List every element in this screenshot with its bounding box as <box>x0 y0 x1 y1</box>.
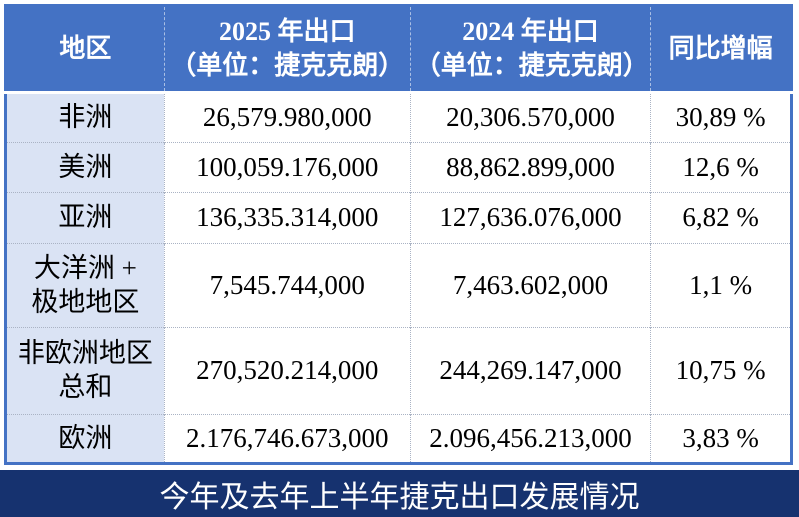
growth-cell: 3,83 % <box>650 414 792 464</box>
header-cell-region: 地区 <box>5 5 165 94</box>
header-row: 地区 2025 年出口 （单位：捷克克朗） 2024 年出口 （单位：捷克克朗）… <box>5 5 792 94</box>
table-header: 地区 2025 年出口 （单位：捷克克朗） 2024 年出口 （单位：捷克克朗）… <box>5 5 792 94</box>
export-2024-cell: 244,269.147,000 <box>409 327 651 415</box>
export-2024-cell: 20,306.570,000 <box>409 92 651 143</box>
export-2024-cell: 7,463.602,000 <box>409 243 651 328</box>
export-table-container: 地区 2025 年出口 （单位：捷克克朗） 2024 年出口 （单位：捷克克朗）… <box>4 4 793 465</box>
export-table: 地区 2025 年出口 （单位：捷克克朗） 2024 年出口 （单位：捷克克朗）… <box>4 4 793 465</box>
region-cell: 非欧洲地区 总和 <box>5 327 165 415</box>
growth-cell: 30,89 % <box>650 92 792 143</box>
region-cell: 美洲 <box>5 142 165 193</box>
export-2024-cell: 127,636.076,000 <box>409 192 651 244</box>
header-cell-2025-export: 2025 年出口 （单位：捷克克朗） <box>163 5 411 94</box>
table-row: 非洲 26,579.980,000 20,306.570,000 30,89 % <box>5 92 792 143</box>
growth-cell: 6,82 % <box>650 192 792 244</box>
growth-cell: 1,1 % <box>650 243 792 328</box>
growth-cell: 10,75 % <box>650 327 792 415</box>
table-body: 非洲 26,579.980,000 20,306.570,000 30,89 %… <box>5 92 792 464</box>
export-2024-cell: 2.096,456.213,000 <box>409 414 651 464</box>
header-cell-2024-export: 2024 年出口 （单位：捷克克朗） <box>409 5 651 94</box>
export-2025-cell: 2.176,746.673,000 <box>163 414 411 464</box>
export-2025-cell: 26,579.980,000 <box>163 92 411 143</box>
export-2025-cell: 100,059.176,000 <box>163 142 411 193</box>
header-cell-yoy-growth: 同比增幅 <box>650 5 792 94</box>
region-cell: 亚洲 <box>5 192 165 244</box>
export-2025-cell: 270,520.214,000 <box>163 327 411 415</box>
table-row: 非欧洲地区 总和 270,520.214,000 244,269.147,000… <box>5 327 792 415</box>
export-2024-cell: 88,862.899,000 <box>409 142 651 193</box>
growth-cell: 12,6 % <box>650 142 792 193</box>
table-row: 亚洲 136,335.314,000 127,636.076,000 6,82 … <box>5 192 792 244</box>
table-row: 大洋洲 + 极地地区 7,545.744,000 7,463.602,000 1… <box>5 243 792 328</box>
export-2025-cell: 136,335.314,000 <box>163 192 411 244</box>
region-cell: 非洲 <box>5 92 165 143</box>
export-2025-cell: 7,545.744,000 <box>163 243 411 328</box>
table-row: 美洲 100,059.176,000 88,862.899,000 12,6 % <box>5 142 792 193</box>
table-row: 欧洲 2.176,746.673,000 2.096,456.213,000 3… <box>5 414 792 464</box>
region-cell: 大洋洲 + 极地地区 <box>5 243 165 328</box>
table-caption: 今年及去年上半年捷克出口发展情况 <box>159 480 640 514</box>
caption-bar: 今年及去年上半年捷克出口发展情况 <box>0 470 799 517</box>
region-cell: 欧洲 <box>5 414 165 464</box>
